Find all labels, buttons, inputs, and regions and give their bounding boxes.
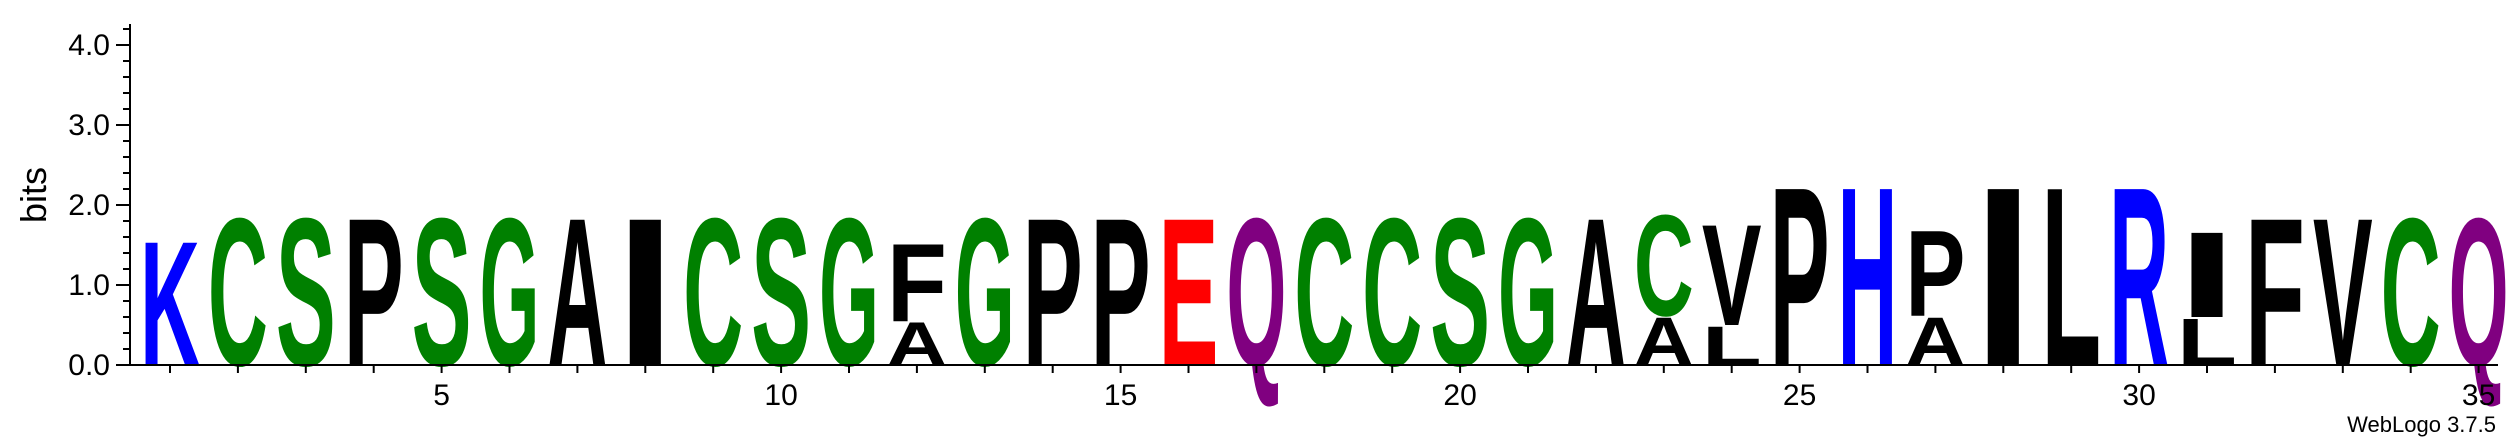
logo-letter-g: G	[955, 174, 1015, 410]
x-tick-label: 15	[1104, 379, 1137, 412]
logo-letter-c: C	[1294, 174, 1354, 410]
logo-letter-c: C	[2381, 174, 2441, 410]
logo-letter-i: I	[615, 175, 675, 410]
weblogo-credit: WebLogo 3.7.5	[2347, 412, 2496, 437]
logo-letter-c: C	[1362, 174, 1422, 410]
y-axis-title: bits	[13, 167, 54, 223]
logo-letter-a: A	[547, 174, 607, 410]
logo-letter-i: I	[2177, 207, 2237, 344]
logo-letter-g: G	[1498, 174, 1558, 410]
logo-letter-a: A	[1566, 174, 1626, 410]
logo-letter-c: C	[683, 174, 743, 410]
logo-letter-p: P	[1091, 175, 1151, 410]
logo-letter-e: E	[1159, 175, 1219, 410]
x-tick-label: 20	[1443, 379, 1476, 412]
y-tick-label: 1.0	[68, 269, 110, 302]
y-tick-label: 0.0	[68, 349, 110, 382]
x-tick-label: 5	[433, 379, 450, 412]
logo-letter-g: G	[819, 174, 879, 410]
logo-letter-s: S	[276, 175, 336, 410]
logo-letter-q: Q	[2449, 174, 2509, 410]
y-axis-ticks: 0.0 1.0 2.0 3.0 4.0	[68, 28, 130, 382]
y-tick-label: 4.0	[68, 29, 110, 62]
logo-letter-r: R	[2109, 135, 2169, 420]
x-tick-label: 30	[2122, 379, 2155, 412]
x-axis-ticks: 5 10 15 20 25 30 35	[169, 365, 2495, 412]
logo-letter-v: V	[1702, 195, 1762, 356]
logo-letter-k: K	[140, 205, 200, 404]
logo-letter-p: P	[1770, 134, 1830, 419]
x-tick-label: 10	[764, 379, 797, 412]
logo-letter-c: C	[208, 174, 268, 410]
logo-letter-v: V	[2313, 175, 2373, 411]
logo-letter-q: Q	[1226, 174, 1286, 410]
logo-letter-f: F	[887, 221, 947, 345]
logo-letter-l: L	[2041, 135, 2101, 420]
chart-axes: 0.0 1.0 2.0 3.0 4.0 5 10 15 20 25 30 35	[68, 24, 2498, 412]
logo-letter-s: S	[751, 175, 811, 410]
logo-letter-p: P	[1023, 175, 1083, 410]
logo-letter-s: S	[1430, 175, 1490, 410]
x-tick-label: 25	[1783, 379, 1816, 412]
logo-letter-h: H	[1838, 135, 1898, 420]
x-tick-label: 35	[2462, 379, 2495, 412]
logo-letter-g: G	[480, 174, 540, 410]
logo-letter-p: P	[344, 175, 404, 410]
logo-glyphs: K C S P S G A I C S G AF G P P E Q C C S G A AC LV P H AP I L R LI F V C Q	[140, 134, 2509, 420]
y-tick-label: 3.0	[68, 109, 110, 142]
logo-letter-i: I	[1973, 135, 2033, 420]
y-tick-label: 2.0	[68, 189, 110, 222]
logo-letter-f: F	[2245, 174, 2305, 410]
logo-letter-c: C	[1634, 184, 1694, 346]
logo-letter-s: S	[412, 175, 472, 410]
logo-letter-p: P	[1905, 205, 1965, 342]
